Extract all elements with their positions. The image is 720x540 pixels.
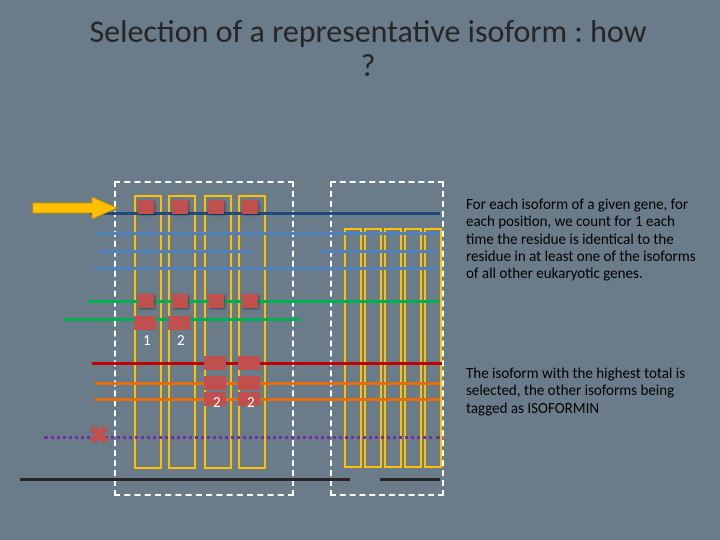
column-box-4 bbox=[344, 228, 362, 468]
count-label-2: 2 bbox=[213, 394, 221, 412]
sequence-line-11 bbox=[20, 478, 350, 481]
sequence-line-2 bbox=[98, 250, 253, 253]
match-box-5 bbox=[172, 294, 188, 308]
sequence-line-1 bbox=[95, 232, 440, 235]
column-box-8 bbox=[424, 228, 442, 468]
count-label-1: 2 bbox=[177, 332, 185, 350]
slide-title: Selection of a representative isoform : … bbox=[88, 15, 648, 82]
body-text-0: For each isoform of a given gene, for ea… bbox=[466, 197, 704, 283]
match-box-7 bbox=[242, 294, 258, 308]
sequence-line-12 bbox=[380, 478, 440, 481]
column-box-2 bbox=[204, 195, 232, 469]
cross-icon: ✖ bbox=[88, 420, 110, 451]
match-box-2 bbox=[208, 200, 224, 214]
count-label-3: 2 bbox=[247, 394, 255, 412]
sequence-line-3 bbox=[320, 250, 440, 253]
match-box-11 bbox=[238, 356, 260, 370]
sequence-line-4 bbox=[95, 267, 440, 270]
column-box-7 bbox=[404, 228, 422, 468]
sequence-line-8 bbox=[95, 382, 440, 385]
sequence-line-7 bbox=[92, 362, 442, 365]
body-text-1: The isoform with the highest total is se… bbox=[466, 366, 706, 418]
match-box-6 bbox=[208, 294, 224, 308]
match-box-0 bbox=[138, 200, 154, 214]
match-box-9 bbox=[168, 316, 190, 330]
column-box-5 bbox=[364, 228, 382, 468]
match-box-3 bbox=[242, 200, 258, 214]
match-box-4 bbox=[138, 294, 154, 308]
arrow-icon bbox=[32, 197, 118, 219]
match-box-1 bbox=[172, 200, 188, 214]
match-box-8 bbox=[134, 316, 156, 330]
count-label-0: 1 bbox=[143, 332, 151, 350]
column-box-3 bbox=[238, 195, 266, 469]
match-box-12 bbox=[204, 376, 226, 390]
column-box-6 bbox=[384, 228, 402, 468]
slide: Selection of a representative isoform : … bbox=[0, 0, 720, 540]
match-box-13 bbox=[238, 376, 260, 390]
sequence-line-9 bbox=[95, 398, 440, 401]
match-box-10 bbox=[204, 356, 226, 370]
